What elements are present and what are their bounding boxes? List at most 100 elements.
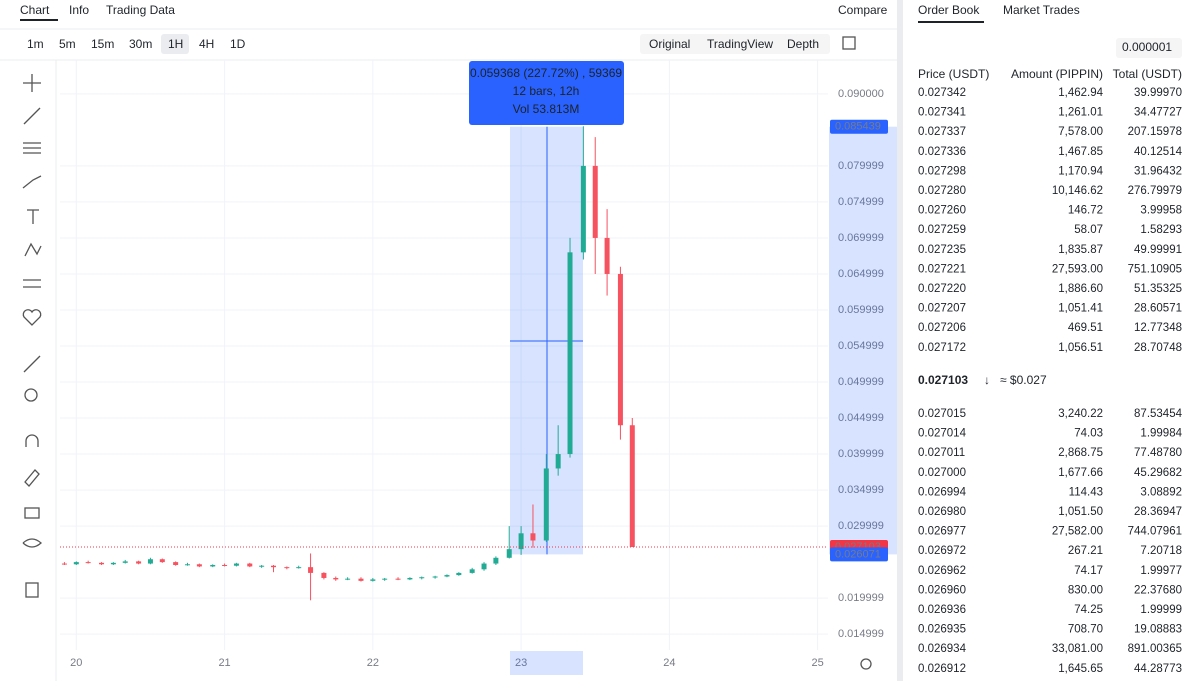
tab[interactable]: Chart xyxy=(20,3,50,17)
ob-cell: 751.10905 xyxy=(1128,263,1182,275)
ob-cell: 469.51 xyxy=(1068,322,1103,334)
ob-cell: 0.027220 xyxy=(918,283,966,295)
ob-cell: 0.026934 xyxy=(918,643,967,655)
ob-cell: 1,261.01 xyxy=(1058,107,1103,119)
ob-cell: 0.027336 xyxy=(918,146,966,158)
ob-cell: 207.15978 xyxy=(1128,126,1182,138)
view-switch[interactable] xyxy=(640,34,830,54)
candle-body xyxy=(530,533,536,541)
candle-body xyxy=(370,579,376,581)
candle-body xyxy=(61,563,67,565)
ob-cell: 27,593.00 xyxy=(1052,263,1103,275)
candle-body xyxy=(493,557,499,564)
ob-cell: 114.43 xyxy=(1069,486,1103,498)
ob-cell: 0.026980 xyxy=(918,506,966,518)
interval[interactable]: 4H xyxy=(199,37,214,51)
x-tick-label: 21 xyxy=(218,657,230,669)
candle-body xyxy=(444,575,450,577)
candle-body xyxy=(617,273,623,426)
tab[interactable]: Trading Data xyxy=(106,3,175,17)
ob-cell: 0.026994 xyxy=(918,486,967,498)
ob-cell: 267.21 xyxy=(1068,545,1103,557)
ob-cell: 33,081.00 xyxy=(1052,643,1103,655)
ob-cell: 77.48780 xyxy=(1134,447,1182,459)
interval[interactable]: 1H xyxy=(168,37,183,51)
ob-cell: 1.99977 xyxy=(1140,565,1182,577)
ob-cell: 0.027298 xyxy=(918,165,966,177)
interval[interactable]: 1m xyxy=(27,37,44,51)
ob-cell: 0.026912 xyxy=(918,663,966,675)
ob-cell: 1,170.94 xyxy=(1058,165,1103,177)
candle-body xyxy=(173,562,179,565)
view[interactable]: Depth xyxy=(787,37,819,51)
ob-tab[interactable]: Market Trades xyxy=(1003,3,1080,17)
price-tag xyxy=(830,119,888,134)
candle-body xyxy=(308,567,314,573)
ob-cell: 1,056.51 xyxy=(1058,342,1103,354)
ob-cell: 744.07961 xyxy=(1128,526,1182,538)
interval[interactable]: 1D xyxy=(230,37,246,51)
candle-body xyxy=(382,578,388,580)
ob-cell: 1,467.85 xyxy=(1058,146,1103,158)
ob-header: Amount (PIPPIN) xyxy=(1011,67,1103,81)
candle-body xyxy=(136,561,142,564)
ob-cell: 0.026960 xyxy=(918,584,966,596)
ob-cell: 0.027280 xyxy=(918,185,966,197)
ob-cell: 0.026977 xyxy=(918,526,966,538)
candle-body xyxy=(222,564,228,566)
candle-body xyxy=(518,533,524,550)
ob-cell: 0.027014 xyxy=(918,428,967,440)
ob-cell: 830.00 xyxy=(1068,584,1103,596)
ob-cell: 39.99970 xyxy=(1134,87,1182,99)
price-tag-label: 0.026071 xyxy=(835,548,881,560)
candle-body xyxy=(358,578,364,581)
view[interactable]: Original xyxy=(649,37,690,51)
ob-cell: 74.03 xyxy=(1074,428,1103,440)
interval[interactable]: 30m xyxy=(129,37,152,51)
candle-body xyxy=(270,565,276,568)
view[interactable]: TradingView xyxy=(707,37,773,51)
ob-cell: 0.027000 xyxy=(918,467,966,479)
candle-body xyxy=(543,468,549,541)
y-tick-label: 0.049999 xyxy=(838,376,884,388)
last-arrow: ↓ xyxy=(984,373,990,387)
ob-cell: 1,886.60 xyxy=(1058,283,1103,295)
ob-cell: 0.027337 xyxy=(918,126,966,138)
x-tick-label: 25 xyxy=(811,657,823,669)
ob-cell: 1,051.50 xyxy=(1058,506,1103,518)
candle-body xyxy=(345,578,351,580)
interval[interactable]: 15m xyxy=(91,37,114,51)
ob-cell: 28.70748 xyxy=(1134,342,1182,354)
ob-cell: 0.027260 xyxy=(918,205,966,217)
interval[interactable]: 5m xyxy=(59,37,76,51)
last-price: 0.027103 xyxy=(918,373,968,387)
candle-body xyxy=(333,577,339,580)
ob-cell: 40.12514 xyxy=(1134,146,1183,158)
plot: 20 21 22 23 24 25 0.090000 0.079999 0.074999 0.06… xyxy=(60,60,897,675)
candle-body xyxy=(233,563,239,566)
precision-select[interactable] xyxy=(1116,38,1182,58)
precision[interactable]: 0.000001 xyxy=(1122,40,1172,54)
ob-cell: 44.28773 xyxy=(1134,663,1182,675)
ob-cell: 0.026962 xyxy=(918,565,966,577)
y-tick-label: 0.054999 xyxy=(838,340,884,352)
price-tag xyxy=(830,547,888,562)
ob-cell: 1.99999 xyxy=(1140,604,1182,616)
candle-body xyxy=(555,454,561,469)
ob-tab[interactable]: Order Book xyxy=(918,3,980,17)
y-tick-label: 0.029999 xyxy=(838,520,884,532)
candle-body xyxy=(580,165,586,253)
tab[interactable]: Info xyxy=(69,3,89,17)
candle-body xyxy=(247,563,253,567)
candle-body xyxy=(196,564,202,567)
candle-body xyxy=(469,569,475,573)
tool-icons[interactable] xyxy=(22,36,872,670)
ob-header: Total (USDT) xyxy=(1113,67,1182,81)
ob-cell: 0.027341 xyxy=(918,107,966,119)
y-tick-label: 0.064999 xyxy=(838,268,884,280)
ob-cell: 74.25 xyxy=(1074,604,1103,616)
candle-body xyxy=(73,562,79,565)
compare[interactable]: Compare xyxy=(838,3,888,17)
ob-cell: 1.58293 xyxy=(1140,224,1182,236)
ob-cell: 58.07 xyxy=(1074,224,1103,236)
